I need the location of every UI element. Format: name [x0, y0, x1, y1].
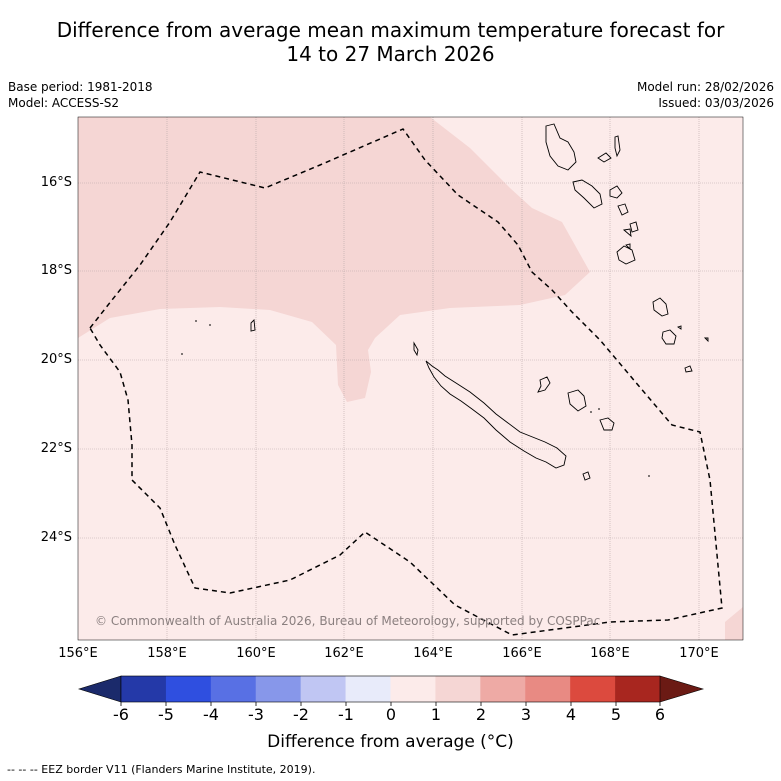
map-frame — [77, 116, 744, 641]
new-caledonia-outline — [413, 341, 567, 469]
model-text: Model: ACCESS-S2 — [8, 96, 120, 110]
lat-label-20s: 20°S — [40, 352, 72, 367]
colorbar-label-minus5: -5 — [158, 705, 174, 724]
loyalty-islands-outline — [537, 376, 615, 431]
colorbar-min-extension — [77, 675, 122, 703]
lat-label-16s: 16°S — [40, 175, 72, 190]
lon-label-164e: 164°E — [413, 646, 453, 661]
colorbar-bin — [480, 676, 526, 702]
base-period-text: Base period: 1981-2018 — [8, 80, 153, 94]
colorbar-bin — [121, 676, 167, 702]
model-run-text: Model run: 28/02/2026 — [636, 80, 774, 94]
colorbar-bin — [345, 676, 391, 702]
colorbar-bin — [615, 676, 661, 702]
lon-label-158e: 158°E — [147, 646, 187, 661]
colorbar-label-minus4: -4 — [203, 705, 219, 724]
lon-label-160e: 160°E — [236, 646, 276, 661]
lat-label-18s: 18°S — [40, 263, 72, 278]
colorbar-max-extension — [659, 675, 705, 703]
map-title: Difference from average mean maximum tem… — [0, 18, 781, 66]
lon-label-168e: 168°E — [590, 646, 630, 661]
issued-text: Issued: 03/03/2026 — [658, 96, 774, 110]
colorbar-label-2: 2 — [475, 705, 487, 724]
colorbar-bin — [390, 676, 436, 702]
colorbar-label-minus1: -1 — [338, 705, 354, 724]
land-outlines — [181, 123, 709, 481]
vanuatu-islands-outline — [597, 135, 639, 265]
colorbar-label-6: 6 — [654, 705, 666, 724]
graticule — [78, 117, 743, 640]
anomaly-region-high — [78, 117, 590, 402]
colorbar-frame — [120, 675, 661, 703]
eez-footnote: -- -- -- EEZ border V11 (Flanders Marine… — [7, 763, 316, 776]
colorbar — [77, 675, 705, 706]
colorbar-label-3: 3 — [520, 705, 532, 724]
small-island-outline — [582, 471, 591, 481]
lon-label-162e: 162°E — [324, 646, 364, 661]
colorbar-label-minus3: -3 — [248, 705, 264, 724]
lat-label-24s: 24°S — [40, 530, 72, 545]
colorbar-bin — [255, 676, 301, 702]
colorbar-bin — [525, 676, 571, 702]
vanuatu-espiritu-santo-outline — [545, 123, 577, 171]
colorbar-title: Difference from average (°C) — [267, 732, 514, 752]
colorbar-bins — [121, 676, 661, 702]
colorbar-label-5: 5 — [610, 705, 622, 724]
metadata-right: Model run: 28/02/2026 Issued: 03/03/2026 — [637, 79, 774, 111]
map-title-line1: Difference from average mean maximum tem… — [56, 18, 725, 42]
colorbar-bin — [435, 676, 481, 702]
lon-label-156e: 156°E — [58, 646, 98, 661]
colorbar-label-0: 0 — [385, 705, 397, 724]
copyright-notice: © Commonwealth of Australia 2026, Bureau… — [95, 614, 601, 628]
southern-vanuatu-outline — [652, 297, 709, 373]
colorbar-label-minus2: -2 — [293, 705, 309, 724]
map-title-line2: 14 to 27 March 2026 — [286, 42, 495, 66]
metadata-left: Base period: 1981-2018 Model: ACCESS-S2 — [8, 79, 153, 111]
colorbar-bin — [165, 676, 212, 702]
colorbar-label-minus6: -6 — [113, 705, 129, 724]
colorbar-label-4: 4 — [565, 705, 577, 724]
colorbar-bin — [300, 676, 346, 702]
colorbar-label-1: 1 — [430, 705, 442, 724]
colorbar-bin — [570, 676, 616, 702]
colorbar-bin — [210, 676, 257, 702]
reef-islets-outline — [181, 319, 650, 477]
lon-label-170e: 170°E — [679, 646, 719, 661]
vanuatu-malekula-outline — [572, 179, 603, 209]
lat-label-22s: 22°S — [40, 441, 72, 456]
colorbar-ticks — [120, 702, 661, 706]
anomaly-region-high-corner — [725, 607, 743, 640]
lon-label-166e: 166°E — [502, 646, 542, 661]
